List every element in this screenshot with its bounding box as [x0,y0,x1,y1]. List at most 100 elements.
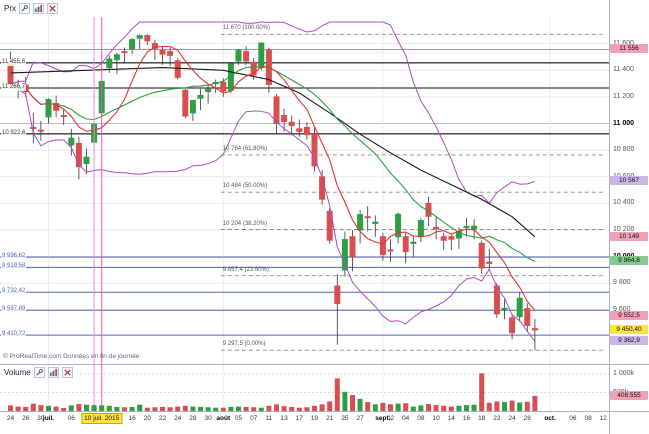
fast-moving-average [10,45,536,311]
volume-bar [46,405,51,411]
volume-bar [243,406,249,411]
volume-bar [213,407,219,411]
close-icon[interactable] [61,367,73,378]
candle-body [151,43,158,49]
candle-body [516,297,523,318]
candle-body [83,156,90,164]
volume-bar [106,405,112,411]
volume-bar [190,406,196,411]
volume-bar [281,406,287,411]
wrench-icon[interactable] [19,3,30,14]
price-axis[interactable] [610,0,649,412]
volume-bar [76,404,82,411]
bollinger-upper-band [10,21,536,204]
candle-body [60,115,67,117]
candle-body [486,261,493,264]
volume-bar [61,408,67,411]
candle-body [288,121,295,126]
candle-body [273,96,280,125]
volume-bar [312,405,317,411]
volume-bar [137,404,143,411]
candle-body [478,242,485,269]
candle-body [357,214,364,231]
candle-body [45,99,52,118]
volume-bar [524,401,530,412]
volume-bar [441,405,447,411]
volume-bar [236,406,241,411]
volume-panel-title[interactable]: Volume [4,367,31,377]
volume-bar [8,405,13,411]
volume-bar [122,407,127,411]
candle-body [463,225,470,228]
volume-bar [319,404,325,411]
candle-body [303,127,310,136]
candle-body [501,307,508,310]
candle-body [319,176,326,200]
candle-body [106,58,113,69]
volume-bar [144,407,150,411]
candle-body [250,61,257,76]
volume-bar [532,395,538,411]
volume-bar [30,403,36,411]
volume-bar [152,407,158,411]
volume-bar [327,401,333,411]
candle-body [509,317,516,334]
candle-body [159,49,166,55]
candle-body [205,88,212,93]
volume-bar [418,405,424,411]
volume-bar [129,406,135,411]
candle-body [243,51,250,62]
volume-bar [410,406,416,411]
volume-bar [289,406,295,411]
price-axis-separator [609,0,610,434]
wrench-icon[interactable] [33,367,45,378]
candle-body [410,241,417,244]
volume-bar [342,391,348,411]
candle-body [136,35,143,39]
chart-icon[interactable] [47,367,59,378]
candle-body [7,60,14,85]
candle-body [37,129,44,132]
volume-bar [274,404,279,411]
candle-body [113,54,120,61]
volume-bar [251,407,257,411]
candle-body [197,94,204,99]
volume-bar [502,402,507,411]
time-axis[interactable] [0,412,649,434]
volume-bar [15,406,21,411]
volume-bar [304,407,310,411]
candle-body [174,60,181,78]
candle-body [144,35,151,42]
volume-bar [84,404,89,411]
candle-body [189,100,196,114]
candle-body [433,226,440,230]
volume-bar [38,405,44,411]
candle-body [167,51,174,56]
candle-body [341,239,348,271]
candle-body [524,308,531,327]
volume-bar [266,405,272,411]
candle-body [75,143,82,168]
volume-bar [350,395,355,411]
volume-bar [99,405,105,411]
volume-bar [205,407,211,411]
candle-body [364,216,371,219]
candle-body [326,210,333,241]
chart-icon[interactable] [33,3,44,14]
volume-bar [517,402,523,411]
volume-bar [175,406,181,411]
time-axis-separator [0,411,649,412]
close-icon[interactable] [47,3,58,14]
candle-body [349,236,356,258]
volume-bar [296,407,302,411]
candle-body [129,39,136,50]
candle-body [387,249,394,252]
volume-bar [448,406,454,411]
candle-body [68,137,75,146]
price-panel-title[interactable]: Prx [4,3,16,13]
candle-body [417,220,424,238]
volume-bar [334,378,340,411]
candle-body [296,128,303,133]
